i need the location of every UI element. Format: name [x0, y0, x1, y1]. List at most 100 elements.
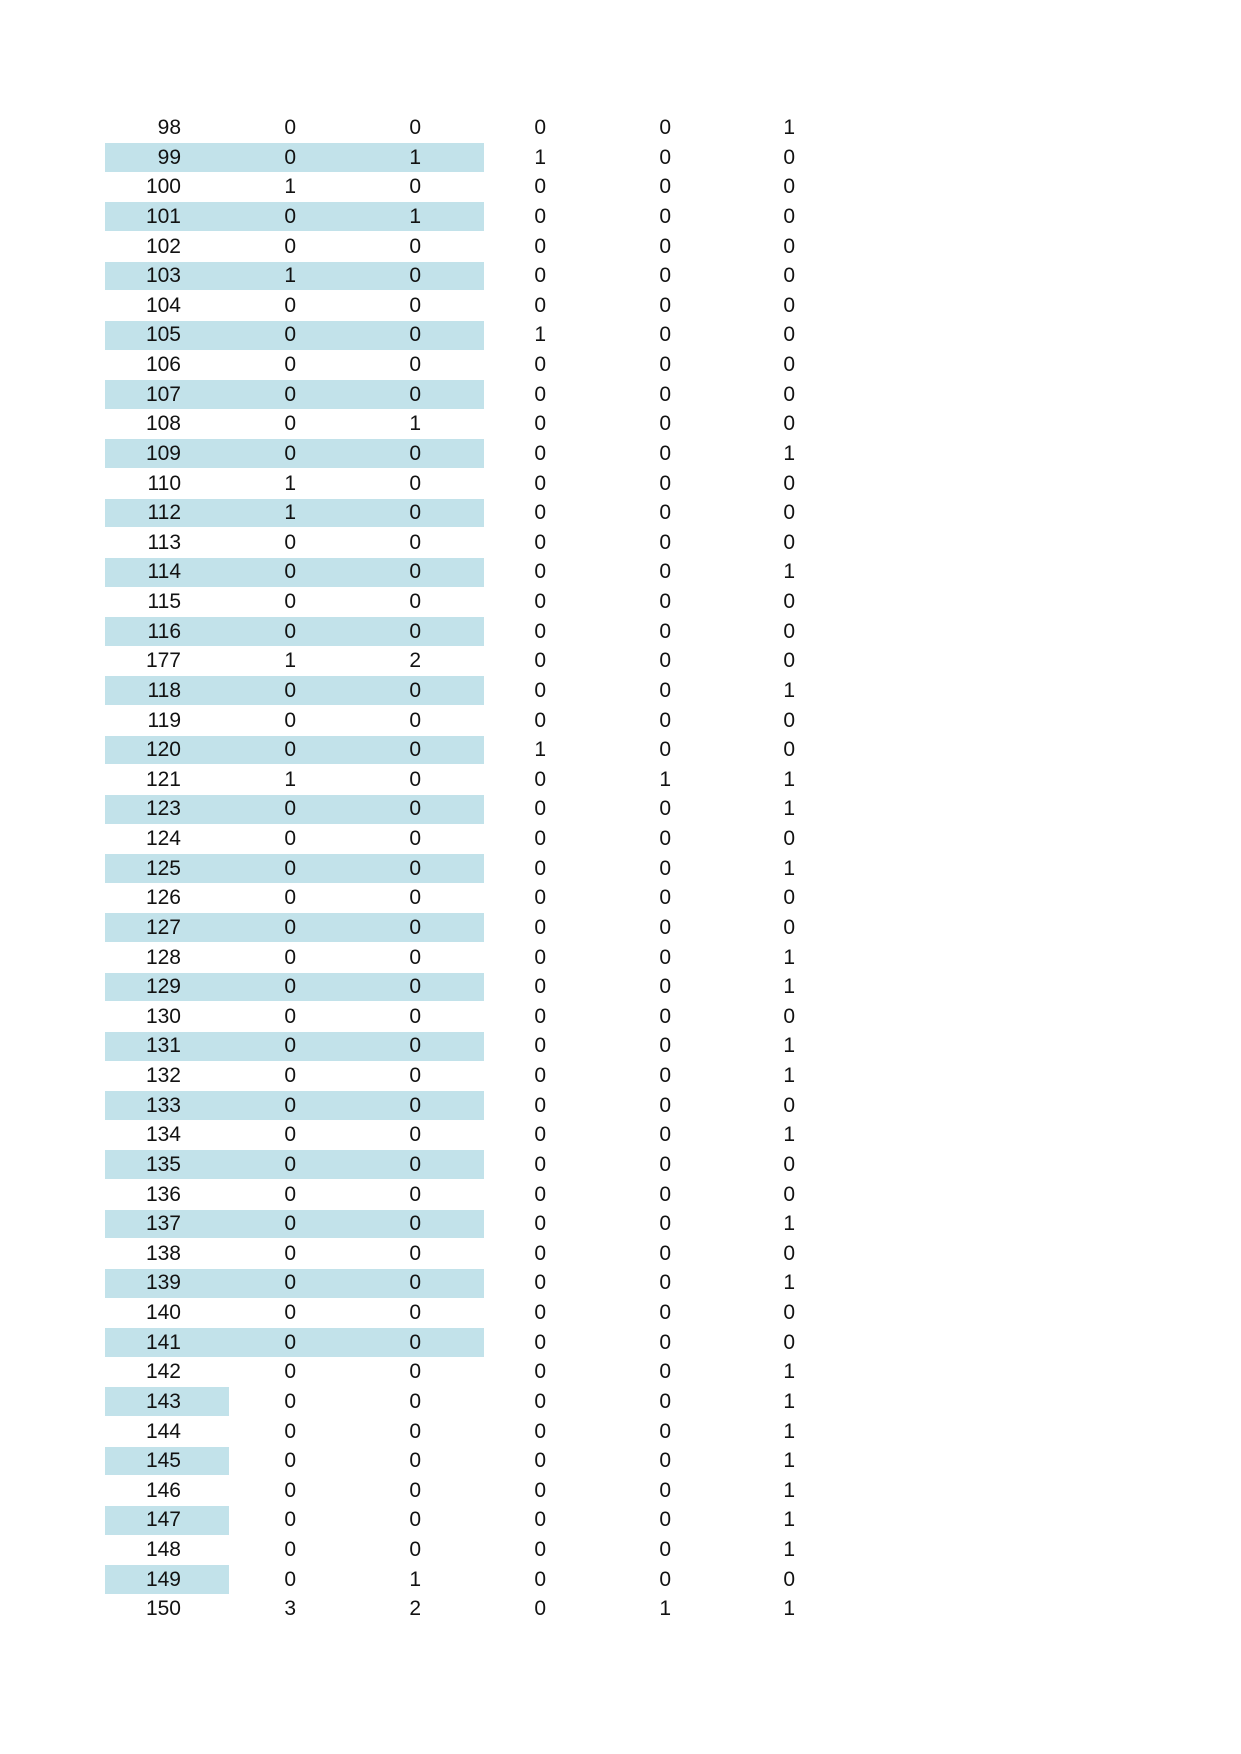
value-cell-2: 0 — [409, 708, 421, 732]
value-cell-3: 0 — [534, 767, 546, 791]
value-cell-3: 0 — [534, 116, 546, 139]
value-cell-5: 0 — [783, 886, 795, 910]
row-id-cell: 115 — [147, 590, 181, 613]
value-cell-5: 0 — [783, 175, 795, 199]
value-cell-4: 0 — [659, 1330, 671, 1354]
row-highlight-band — [105, 913, 484, 942]
value-cell-5: 1 — [783, 767, 795, 791]
table-row: 119 0 0 0 0 0 — [0, 706, 1241, 736]
value-cell-4: 0 — [659, 1004, 671, 1028]
value-cell-5: 0 — [783, 501, 795, 525]
row-highlight-band — [105, 1446, 229, 1476]
table-row: 107 0 0 0 0 0 — [0, 380, 1241, 410]
value-cell-3: 0 — [534, 1152, 546, 1176]
table-row: 137 0 0 0 0 1 — [0, 1209, 1241, 1239]
value-cell-4: 0 — [659, 619, 671, 643]
value-cell-1: 0 — [284, 1449, 296, 1473]
value-cell-2: 1 — [409, 204, 421, 228]
table-row: 112 1 0 0 0 0 — [0, 498, 1241, 528]
value-cell-2: 0 — [409, 1123, 421, 1147]
value-cell-1: 0 — [284, 1064, 296, 1087]
value-cell-2: 1 — [409, 1567, 421, 1591]
value-cell-4: 0 — [659, 501, 671, 525]
value-cell-5: 1 — [783, 1419, 795, 1443]
value-cell-4: 0 — [659, 471, 671, 495]
table-row: 135 0 0 0 0 0 — [0, 1150, 1241, 1180]
value-cell-2: 0 — [409, 915, 421, 939]
value-cell-1: 0 — [284, 1538, 296, 1561]
value-cell-1: 0 — [284, 145, 296, 169]
value-cell-3: 0 — [534, 827, 546, 850]
value-cell-2: 0 — [409, 886, 421, 910]
value-cell-2: 0 — [409, 471, 421, 495]
value-cell-4: 0 — [659, 945, 671, 969]
value-cell-2: 0 — [409, 264, 421, 288]
row-highlight-band — [105, 1565, 229, 1594]
row-highlight-band — [105, 202, 484, 231]
value-cell-3: 0 — [534, 530, 546, 554]
value-cell-1: 0 — [284, 1152, 296, 1176]
value-cell-4: 0 — [659, 382, 671, 406]
row-id-cell: 131 — [145, 1034, 181, 1058]
row-highlight-band — [105, 557, 484, 587]
value-cell-1: 0 — [284, 530, 296, 554]
value-cell-2: 0 — [409, 678, 421, 702]
value-cell-5: 0 — [783, 827, 795, 850]
value-cell-2: 0 — [409, 1212, 421, 1236]
row-id-cell: 145 — [145, 1449, 181, 1473]
value-cell-1: 0 — [284, 590, 296, 613]
table-row: 123 0 0 0 0 1 — [0, 794, 1241, 824]
value-cell-2: 0 — [409, 1241, 421, 1265]
value-cell-2: 0 — [409, 1419, 421, 1443]
value-cell-4: 0 — [659, 1449, 671, 1473]
value-cell-1: 0 — [284, 619, 296, 643]
row-highlight-band — [105, 972, 484, 1002]
value-cell-3: 0 — [534, 1004, 546, 1028]
value-cell-5: 0 — [783, 915, 795, 939]
value-cell-1: 0 — [284, 797, 296, 821]
row-id-cell: 125 — [145, 856, 181, 880]
value-cell-1: 0 — [284, 1182, 296, 1206]
value-cell-5: 1 — [783, 1508, 795, 1532]
table-row: 141 0 0 0 0 0 — [0, 1328, 1241, 1358]
value-cell-5: 0 — [783, 738, 795, 762]
value-cell-1: 0 — [284, 708, 296, 732]
row-id-cell: 133 — [145, 1093, 181, 1117]
value-cell-5: 1 — [783, 1538, 795, 1561]
row-id-cell: 104 — [145, 293, 181, 317]
value-cell-3: 0 — [534, 412, 546, 436]
value-cell-4: 0 — [659, 1478, 671, 1502]
value-cell-4: 0 — [659, 1093, 671, 1117]
table-row: 99 0 1 1 0 0 — [0, 143, 1241, 173]
value-cell-5: 0 — [783, 1004, 795, 1028]
value-cell-5: 0 — [783, 353, 795, 376]
row-id-cell: 114 — [147, 560, 181, 584]
row-id-cell: 105 — [145, 323, 181, 347]
value-cell-1: 0 — [284, 116, 296, 139]
value-cell-2: 0 — [409, 1449, 421, 1473]
row-id-cell: 126 — [145, 886, 181, 910]
row-highlight-band — [105, 439, 484, 468]
value-cell-4: 0 — [659, 678, 671, 702]
value-cell-5: 0 — [783, 1301, 795, 1324]
table-row: 105 0 0 1 0 0 — [0, 320, 1241, 350]
value-cell-5: 1 — [783, 116, 795, 139]
value-cell-3: 0 — [534, 1538, 546, 1561]
table-row: 144 0 0 0 0 1 — [0, 1417, 1241, 1447]
value-cell-3: 0 — [534, 1597, 546, 1621]
table-row: 148 0 0 0 0 1 — [0, 1535, 1241, 1565]
table-row: 133 0 0 0 0 0 — [0, 1091, 1241, 1121]
value-cell-5: 0 — [783, 1152, 795, 1176]
value-cell-1: 0 — [284, 1567, 296, 1591]
value-cell-3: 0 — [534, 856, 546, 880]
table-row: 132 0 0 0 0 1 — [0, 1061, 1241, 1091]
value-cell-4: 0 — [659, 649, 671, 673]
value-cell-3: 0 — [534, 293, 546, 317]
value-cell-1: 0 — [284, 975, 296, 999]
row-id-cell: 150 — [145, 1597, 181, 1621]
table-row: 106 0 0 0 0 0 — [0, 350, 1241, 380]
value-cell-2: 0 — [409, 501, 421, 525]
value-cell-2: 0 — [409, 1330, 421, 1354]
value-cell-3: 0 — [534, 1508, 546, 1532]
value-cell-2: 0 — [409, 323, 421, 347]
